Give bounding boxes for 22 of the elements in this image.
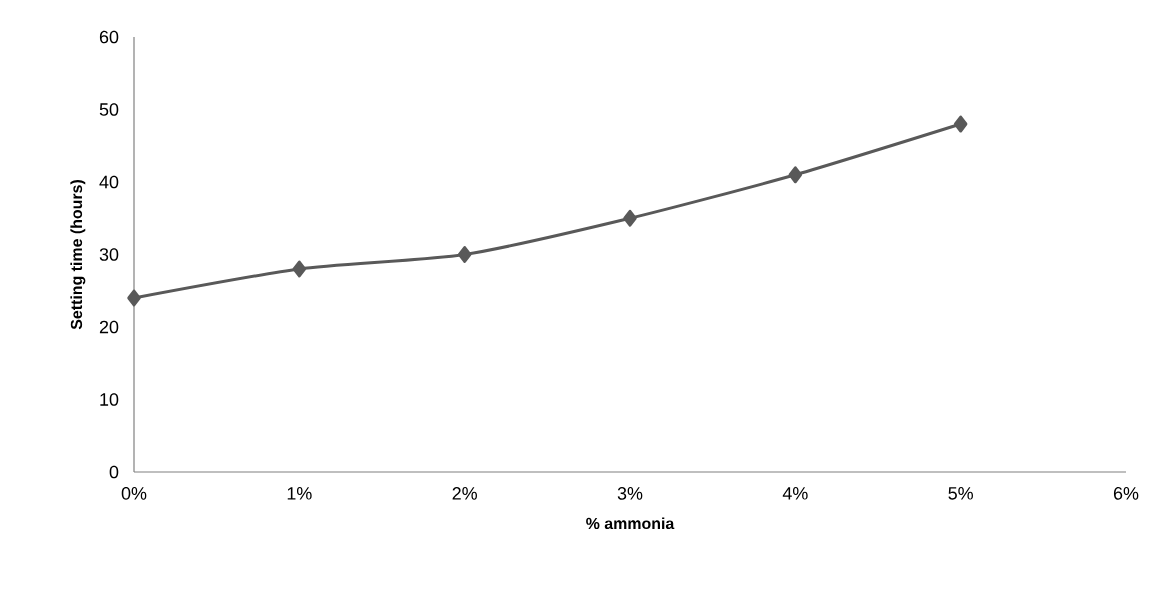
point <box>953 115 968 133</box>
x-tick-label: 5% <box>948 487 973 500</box>
x-tick-label: 6% <box>1113 487 1139 500</box>
point <box>292 260 307 278</box>
point <box>457 246 472 263</box>
y-tick-label: 30 <box>99 248 119 261</box>
y-tick-label: 20 <box>99 320 119 334</box>
point <box>623 209 637 227</box>
x-tick-label: 2% <box>452 487 477 500</box>
y-tick-label: 40 <box>99 175 119 189</box>
x-tick-label: 0% <box>121 487 147 500</box>
x-tick-label: 4% <box>782 487 808 500</box>
y-axis-title: Setting time (hours) <box>70 180 86 330</box>
y-tick-label: 60 <box>99 30 119 44</box>
y-tick-label: 10 <box>100 393 119 406</box>
point <box>788 166 803 184</box>
x-axis-title: % ammonia <box>586 517 675 530</box>
point <box>127 289 141 307</box>
y-tick-label: 0 <box>109 465 119 479</box>
x-tick-label: 3% <box>617 487 643 500</box>
x-tick-label: 1% <box>287 487 312 500</box>
y-tick-label: 50 <box>99 103 119 116</box>
